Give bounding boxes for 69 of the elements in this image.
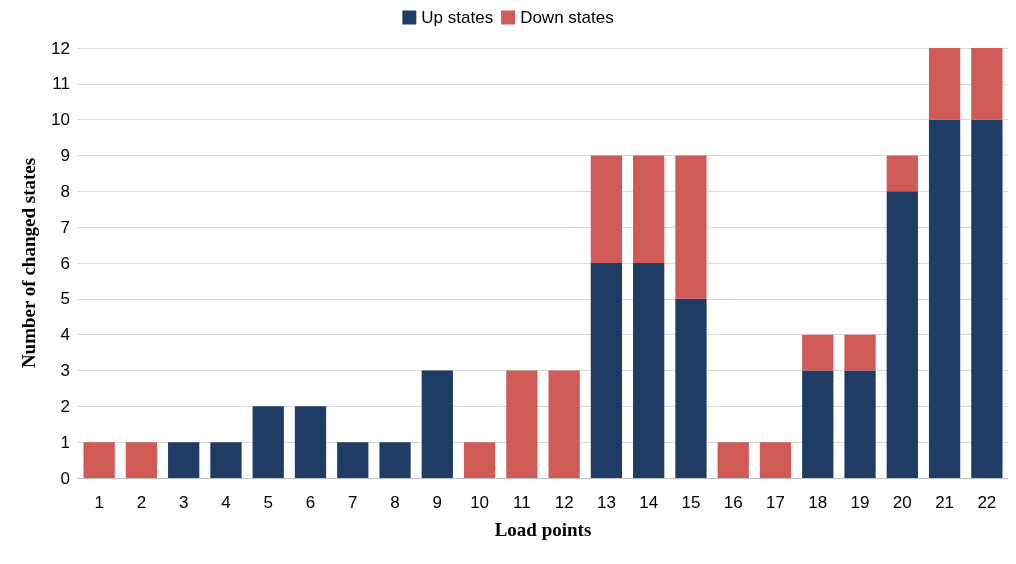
x-tick-label: 11 — [513, 493, 531, 512]
bar — [802, 370, 834, 478]
x-tick-label: 12 — [554, 493, 574, 512]
bar — [83, 442, 115, 478]
bar — [590, 263, 623, 478]
bar — [633, 155, 665, 263]
bar — [844, 370, 876, 478]
x-tick-label: 15 — [681, 493, 701, 512]
bar — [971, 119, 1003, 478]
bar — [759, 442, 792, 478]
bar — [548, 370, 580, 478]
bar — [168, 442, 200, 478]
y-tick-label: 12 — [51, 38, 70, 58]
y-tick-label: 9 — [60, 146, 70, 165]
legend-label: Down states — [520, 8, 614, 27]
bar — [125, 442, 158, 478]
x-tick-label: 6 — [305, 493, 316, 512]
x-axis-title: Load points — [494, 519, 592, 540]
y-tick-label: 7 — [60, 217, 70, 237]
x-tick-label: 16 — [723, 493, 743, 512]
y-tick-label: 8 — [60, 181, 70, 201]
bar — [971, 48, 1003, 120]
x-tick-label: 7 — [348, 493, 358, 512]
x-tick-label: 19 — [850, 493, 870, 512]
bar — [252, 406, 284, 478]
y-tick-label: 2 — [60, 396, 70, 416]
y-tick-label: 5 — [60, 289, 70, 309]
x-tick-label: 14 — [639, 493, 659, 512]
x-tick-label: 3 — [178, 493, 189, 512]
bar — [294, 406, 327, 478]
x-tick-label: 4 — [221, 493, 231, 512]
bar — [463, 442, 496, 478]
y-tick-label: 0 — [60, 468, 70, 488]
y-axis-title: Number of changed states — [18, 157, 39, 369]
x-tick-label: 10 — [470, 493, 490, 512]
y-tick-label: 6 — [60, 253, 70, 273]
x-tick-label: 1 — [94, 493, 104, 512]
bar — [886, 191, 918, 478]
bar — [717, 442, 749, 478]
bar — [590, 155, 623, 263]
x-tick-label: 21 — [935, 493, 955, 512]
y-tick-label: 10 — [51, 110, 70, 130]
bar — [802, 334, 834, 371]
x-tick-label: 22 — [977, 493, 997, 512]
x-tick-label: 2 — [136, 493, 147, 512]
x-tick-label: 8 — [390, 493, 400, 512]
y-tick-label: 11 — [52, 74, 70, 94]
y-tick-label: 1 — [60, 432, 70, 452]
bar — [675, 155, 707, 299]
bar — [928, 48, 961, 120]
bar — [633, 263, 665, 478]
bar — [506, 370, 538, 478]
y-tick-label: 3 — [60, 361, 70, 380]
bar — [337, 442, 369, 478]
bar — [928, 119, 961, 478]
x-tick-label: 20 — [892, 493, 912, 512]
x-tick-label: 5 — [263, 493, 273, 512]
x-tick-label: 18 — [808, 493, 828, 512]
bar — [421, 370, 453, 478]
bar — [844, 334, 876, 371]
x-tick-label: 9 — [432, 493, 443, 512]
bar — [210, 442, 242, 478]
x-tick-label: 13 — [596, 493, 616, 512]
bar — [675, 298, 707, 478]
bar — [379, 442, 411, 478]
y-tick-label: 4 — [60, 325, 70, 345]
bar — [886, 155, 918, 192]
legend-label: Up states — [421, 8, 494, 27]
x-tick-label: 17 — [766, 493, 785, 512]
